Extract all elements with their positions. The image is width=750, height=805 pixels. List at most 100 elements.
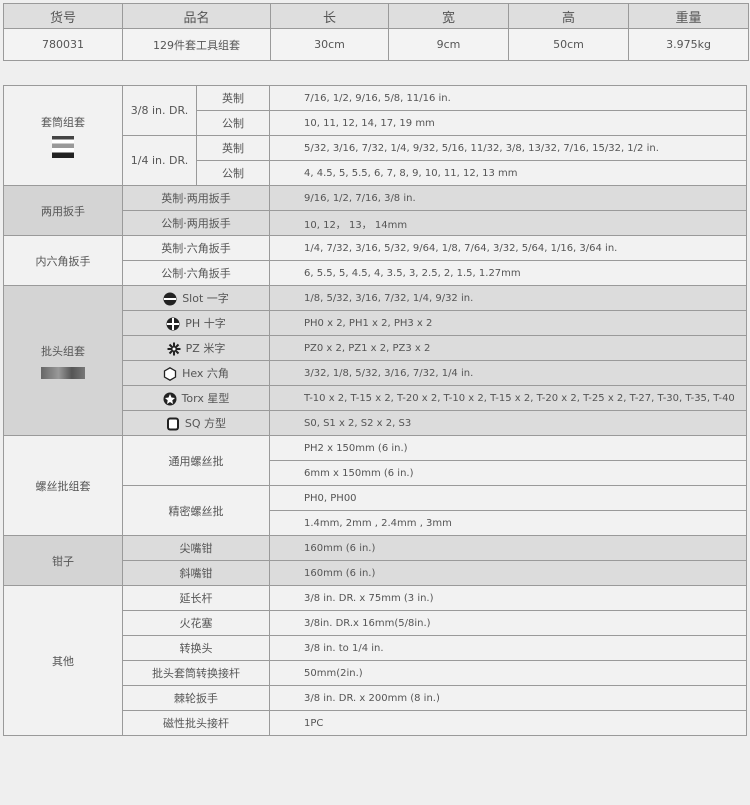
item-value: 4, 4.5, 5, 5.5, 6, 7, 8, 9, 10, 11, 12, …: [269, 160, 747, 186]
item-value: 1/4, 7/32, 3/16, 5/32, 9/64, 1/8, 7/64, …: [269, 235, 747, 261]
item-label: 英制·六角扳手: [122, 235, 270, 261]
item-label: 通用螺丝批: [122, 435, 270, 486]
unit-type: 公制: [196, 160, 270, 186]
section-title-cell: 套筒组套: [3, 85, 123, 186]
item-value: 10, 11, 12, 14, 17, 19 mm: [269, 110, 747, 136]
item-value: 9/16, 1/2, 7/16, 3/8 in.: [269, 185, 747, 211]
item-label: 精密螺丝批: [122, 485, 270, 536]
torx-icon: [163, 392, 177, 406]
bit-type-cell: PH 十字: [122, 310, 270, 336]
bit-type-cell: Torx 星型: [122, 385, 270, 411]
header-item-no: 货号: [3, 3, 123, 29]
item-label: 公制·六角扳手: [122, 260, 270, 286]
item-value: 6mm x 150mm (6 in.): [269, 460, 747, 486]
hex-icon: [163, 367, 177, 381]
section-title-cell: 两用扳手: [3, 185, 123, 236]
table-row: 1/4 in. DR. 英制 5/32, 3/16, 7/32, 1/4, 9/32…: [4, 135, 747, 186]
item-value: 3/8 in. DR. x 200mm (8 in.): [269, 685, 747, 711]
drive-size: 1/4 in. DR.: [122, 135, 197, 186]
pozidriv-icon: [167, 342, 181, 356]
table-row: Torx 星型 T-10 x 2, T-15 x 2, T-20 x 2, T-1…: [4, 385, 747, 411]
phillips-icon: [166, 317, 180, 331]
item-label: 转换头: [122, 635, 270, 661]
item-value: PZ0 x 2, PZ1 x 2, PZ3 x 2: [269, 335, 747, 361]
unit-type: 英制: [196, 85, 270, 111]
item-value: PH0 x 2, PH1 x 2, PH3 x 2: [269, 310, 747, 336]
bit-type-label: Torx 星型: [181, 392, 230, 405]
item-label: 延长杆: [122, 585, 270, 611]
item-value: 160mm (6 in.): [269, 560, 747, 586]
length: 30cm: [270, 28, 389, 61]
table-row: 公制 4, 4.5, 5, 5.5, 6, 7, 8, 9, 10, 11, 12…: [4, 160, 747, 186]
table-row: PH 十字 PH0 x 2, PH1 x 2, PH3 x 2: [4, 310, 747, 336]
item-label: 尖嘴钳: [122, 535, 270, 561]
table-row: 两用扳手 英制·两用扳手 9/16, 1/2, 7/16, 3/8 in.: [3, 185, 747, 236]
item-label: 批头套筒转换接杆: [122, 660, 270, 686]
table-row: 磁性批头接杆 1PC: [4, 710, 747, 736]
bit-type-cell: Hex 六角: [122, 360, 270, 386]
item-value: S0, S1 x 2, S2 x 2, S3: [269, 410, 747, 436]
table-row: 套筒组套 3/8 in. DR. 英制 7/16, 1/2, 9/16, 5/8, 1…: [3, 85, 747, 186]
table-row: 其他 延长杆 3/8 in. DR. x 75mm (3 in.): [3, 585, 747, 736]
section-title: 螺丝批组套: [35, 479, 91, 493]
item-value: 10, 12， 13， 14mm: [269, 210, 747, 236]
item-value: 6, 5.5, 5, 4.5, 4, 3.5, 3, 2.5, 2, 1.5, …: [269, 260, 747, 286]
section-title-cell: 批头组套: [3, 285, 123, 436]
table-row: 火花塞 3/8in. DR.x 16mm(5/8in.): [4, 610, 747, 636]
header-product-name: 品名: [122, 3, 271, 29]
socket-image: [52, 135, 74, 158]
bit-type-cell: SQ 方型: [122, 410, 270, 436]
item-label: 斜嘴钳: [122, 560, 270, 586]
section-title: 钳子: [52, 554, 74, 568]
section-title-cell: 钳子: [3, 535, 123, 586]
bit-type-label: SQ 方型: [184, 417, 227, 430]
spec-header-row: 货号 品名 长 宽 高 重量: [3, 3, 749, 29]
spec-data-row: 780031 129件套工具组套 30cm 9cm 50cm 3.975kg: [3, 28, 749, 61]
item-value: 3/8in. DR.x 16mm(5/8in.): [269, 610, 747, 636]
item-value: 3/8 in. DR. x 75mm (3 in.): [269, 585, 747, 611]
item-label: 火花塞: [122, 610, 270, 636]
item-value: 5/32, 3/16, 7/32, 1/4, 9/32, 5/16, 11/32…: [269, 135, 747, 161]
table-row: 1.4mm, 2mm , 2.4mm , 3mm: [4, 510, 747, 536]
section-title: 套筒组套: [41, 115, 85, 129]
item-no: 780031: [3, 28, 123, 61]
square-icon: [166, 417, 180, 431]
slot-icon: [163, 292, 177, 306]
table-row: 公制 10, 11, 12, 14, 17, 19 mm: [4, 110, 747, 136]
header-length: 长: [270, 3, 389, 29]
item-value: 7/16, 1/2, 9/16, 5/8, 11/16 in.: [269, 85, 747, 111]
item-value: PH0, PH00: [269, 485, 747, 511]
height: 50cm: [508, 28, 629, 61]
section-title: 两用扳手: [41, 204, 85, 218]
section-title: 内六角扳手: [35, 254, 91, 268]
bit-type-label: Slot 一字: [182, 292, 229, 305]
bit-image: [41, 366, 85, 379]
section-title-cell: 内六角扳手: [3, 235, 123, 286]
contents-table: 套筒组套 3/8 in. DR. 英制 7/16, 1/2, 9/16, 5/8, 1…: [3, 85, 747, 736]
item-value: 50mm(2in.): [269, 660, 747, 686]
item-value: PH2 x 150mm (6 in.): [269, 435, 747, 461]
weight: 3.975kg: [628, 28, 749, 61]
table-row: 精密螺丝批 PH0, PH00: [4, 485, 747, 536]
header-width: 宽: [388, 3, 509, 29]
bit-type-cell: PZ 米字: [122, 335, 270, 361]
drive-size: 3/8 in. DR.: [122, 85, 197, 136]
item-value: 1/8, 5/32, 3/16, 7/32, 1/4, 9/32 in.: [269, 285, 747, 311]
table-row: 内六角扳手 英制·六角扳手 1/4, 7/32, 3/16, 5/32, 9/64,…: [3, 235, 747, 286]
table-row: 棘轮扳手 3/8 in. DR. x 200mm (8 in.): [4, 685, 747, 711]
table-row: 斜嘴钳 160mm (6 in.): [4, 560, 747, 586]
item-value: 1.4mm, 2mm , 2.4mm , 3mm: [269, 510, 747, 536]
header-height: 高: [508, 3, 629, 29]
table-row: 6mm x 150mm (6 in.): [4, 460, 747, 486]
width: 9cm: [388, 28, 509, 61]
table-row: 公制·六角扳手 6, 5.5, 5, 4.5, 4, 3.5, 3, 2.5, 2…: [4, 260, 747, 286]
item-label: 公制·两用扳手: [122, 210, 270, 236]
table-row: 螺丝批组套 通用螺丝批 PH2 x 150mm (6 in.): [3, 435, 747, 536]
item-value: 3/32, 1/8, 5/32, 3/16, 7/32, 1/4 in.: [269, 360, 747, 386]
bit-type-label: PZ 米字: [185, 342, 226, 355]
item-value: 1PC: [269, 710, 747, 736]
header-weight: 重量: [628, 3, 749, 29]
item-label: 磁性批头接杆: [122, 710, 270, 736]
table-row: 钳子 尖嘴钳 160mm (6 in.): [3, 535, 747, 586]
section-title-cell: 其他: [3, 585, 123, 736]
